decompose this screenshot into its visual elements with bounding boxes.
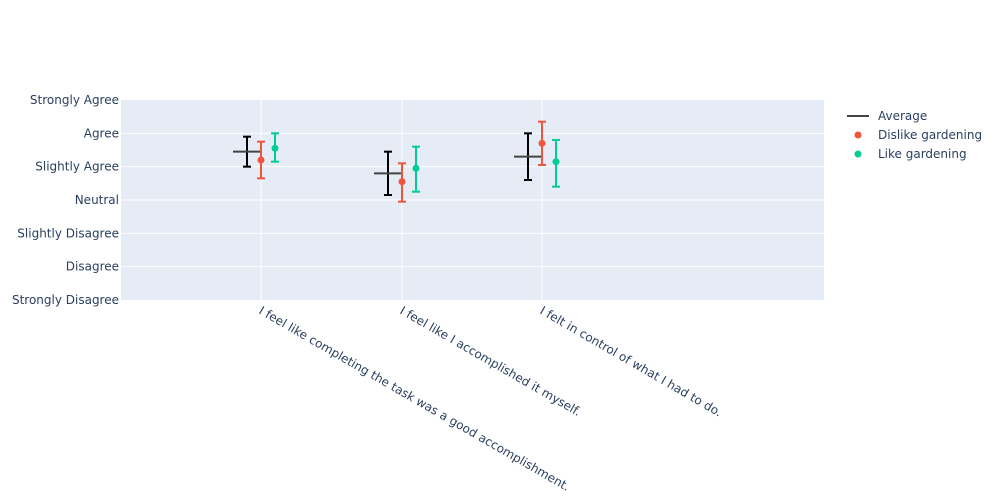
legend-label: Average (878, 109, 927, 123)
data-point (271, 144, 279, 152)
legend-dot-swatch (854, 150, 862, 158)
series-like-gardening (271, 132, 560, 193)
legend-item: Average (847, 109, 927, 123)
data-point (552, 158, 560, 166)
y-tick-label: Slightly Agree (35, 160, 119, 174)
x-axis-ticks: I feel like completing the task was a go… (257, 303, 725, 493)
y-axis-ticks: Strongly Disagree Disagree Slightly Disagr… (12, 93, 119, 307)
y-tick-label: Disagree (66, 260, 119, 274)
legend-dot-swatch (854, 131, 862, 139)
y-tick-label: Strongly Disagree (12, 293, 119, 307)
legend-item: Dislike gardening (854, 128, 982, 142)
y-tick-label: Strongly Agree (30, 93, 119, 107)
x-tick-label: I feel like completing the task was a go… (257, 303, 573, 493)
series-dislike-gardening (257, 120, 546, 203)
data-point (412, 164, 420, 172)
data-point (538, 139, 546, 147)
data-point (398, 178, 406, 186)
legend-label: Dislike gardening (878, 128, 982, 142)
legend-item: Like gardening (854, 147, 967, 161)
series-average (233, 132, 542, 196)
legend-label: Like gardening (878, 147, 967, 161)
legend: Average Dislike gardening Like gardening (847, 109, 982, 161)
y-tick-label: Slightly Disagree (17, 226, 119, 240)
data-point (257, 156, 265, 164)
data-marks (233, 120, 560, 203)
y-tick-label: Agree (84, 126, 119, 140)
y-tick-label: Neutral (75, 193, 119, 207)
